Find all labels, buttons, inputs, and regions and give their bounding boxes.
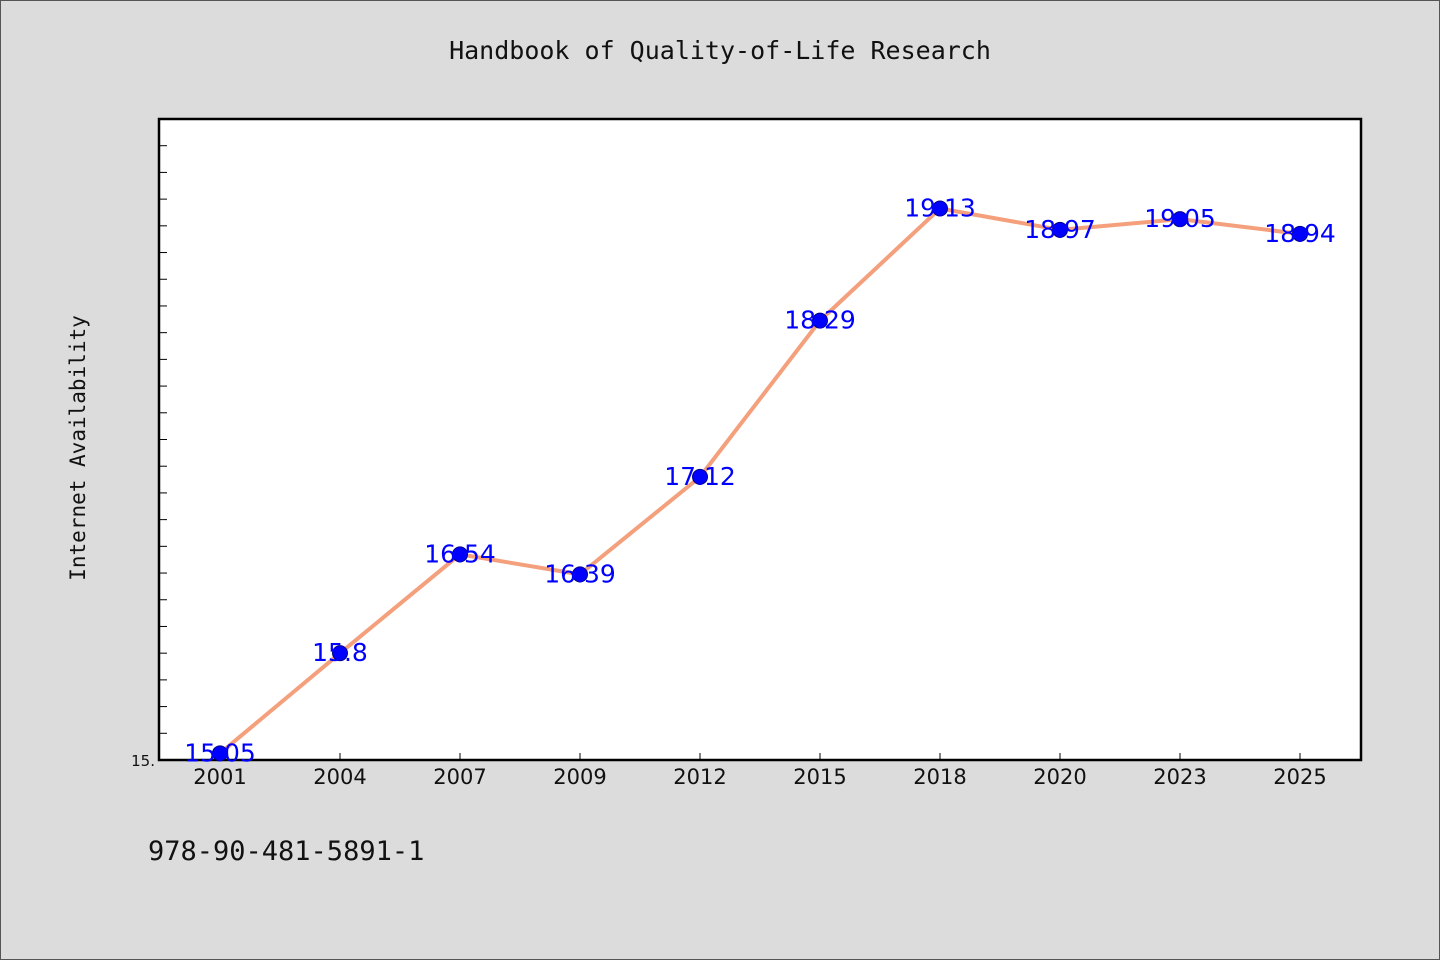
data-label: 18.94	[1264, 219, 1336, 248]
x-tick-label: 2020	[1033, 765, 1086, 789]
x-tick-label: 2015	[793, 765, 846, 789]
x-tick-label: 2025	[1273, 765, 1326, 789]
data-point	[572, 566, 588, 583]
x-tick-label: 2009	[553, 765, 606, 789]
data-point	[332, 645, 348, 662]
data-label: 16.39	[544, 559, 616, 588]
x-tick-label: 2012	[673, 765, 726, 789]
data-point	[812, 312, 828, 329]
data-label: 18.29	[784, 306, 856, 335]
data-label: 19.05	[1144, 204, 1216, 233]
data-labels: 15.05 15.8 16.54 16.39 17.12 18.29 19.13 18.97 1…	[184, 193, 1336, 767]
y-axis-ticks: 15.	[131, 118, 167, 770]
data-label: 19.13	[904, 193, 976, 222]
data-point	[1052, 221, 1068, 238]
x-tick-label: 2004	[313, 765, 366, 789]
y-tick-label: 15.	[131, 752, 155, 770]
x-tick-label: 2001	[193, 765, 246, 789]
isbn-text: 978-90-481-5891-1	[148, 836, 425, 867]
data-point	[932, 200, 948, 217]
plot-area	[157, 117, 1363, 762]
data-label: 16.54	[424, 539, 496, 568]
series-line	[218, 206, 1301, 755]
data-point	[212, 745, 228, 762]
data-point	[1292, 225, 1308, 242]
x-axis-ticks: 2001 2004 2007 2009 2012 2015 2018 2020 2023 2025	[193, 753, 1327, 789]
data-label: 17.12	[664, 462, 736, 491]
data-label: 15.8	[312, 638, 368, 667]
data-label: 18.97	[1024, 215, 1096, 244]
data-point	[1172, 211, 1188, 228]
data-markers	[212, 200, 1308, 762]
x-tick-label: 2007	[433, 765, 486, 789]
x-tick-label: 2023	[1153, 765, 1206, 789]
x-tick-label: 2018	[913, 765, 966, 789]
chart-title: Handbook of Quality-of-Life Research	[449, 36, 991, 65]
data-label: 15.05	[184, 738, 256, 767]
data-point	[452, 546, 468, 563]
data-point	[692, 468, 708, 485]
